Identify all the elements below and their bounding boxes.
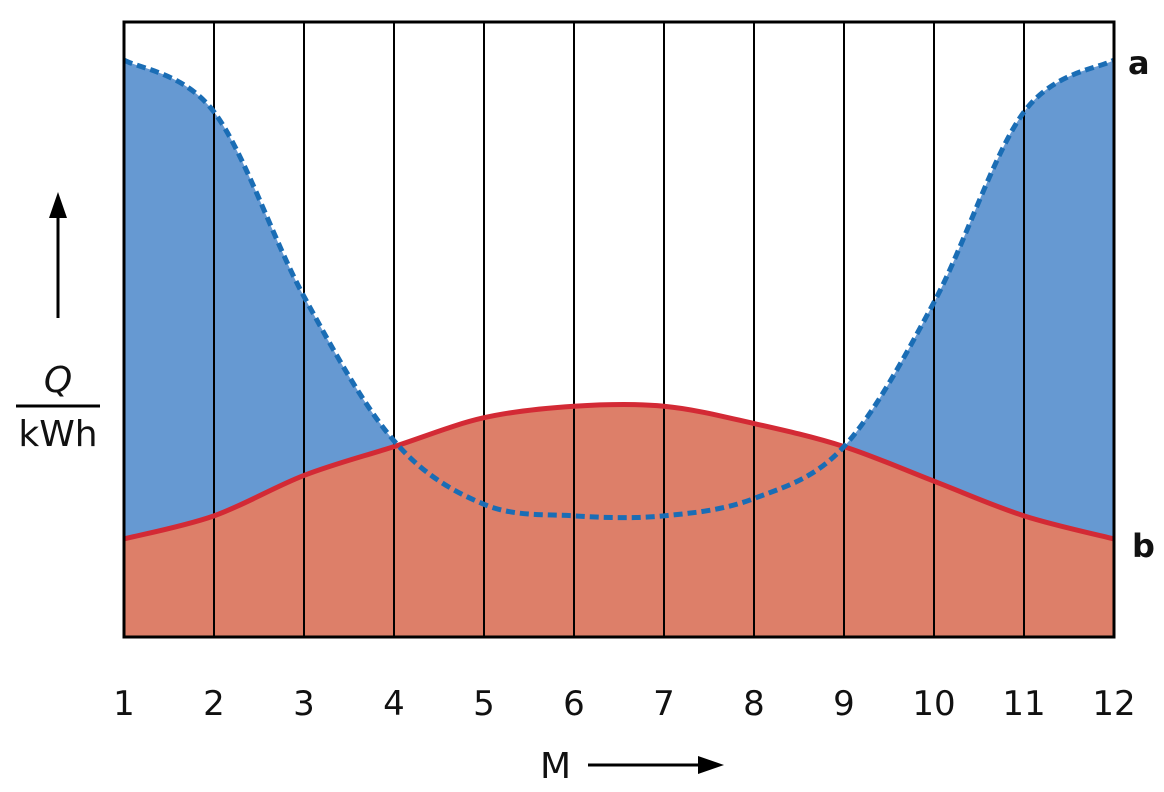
x-tick-label: 6 bbox=[563, 684, 585, 724]
x-tick-label: 8 bbox=[743, 684, 765, 724]
x-tick-label: 1 bbox=[113, 684, 135, 724]
x-axis-arrow bbox=[588, 756, 724, 774]
x-tick-label: 7 bbox=[653, 684, 675, 724]
x-tick-label: 2 bbox=[203, 684, 225, 724]
gridlines bbox=[123, 22, 1115, 637]
area-fills bbox=[124, 60, 1114, 637]
series-b-line bbox=[123, 401, 1115, 542]
y-axis-arrow bbox=[49, 192, 67, 318]
x-tick-label: 11 bbox=[1002, 684, 1045, 724]
plot-frame bbox=[122, 20, 1116, 639]
x-axis-label: M bbox=[540, 746, 571, 787]
y-axis-label-denominator: kWh bbox=[18, 414, 97, 455]
x-tick-label: 5 bbox=[473, 684, 495, 724]
series-lines bbox=[122, 57, 1116, 542]
series-b-label: b bbox=[1132, 527, 1155, 565]
x-tick-labels: 1 2 3 4 5 6 7 8 9 10 11 12 bbox=[113, 684, 1135, 724]
y-axis-label-numerator: Q bbox=[44, 360, 72, 401]
series-a-line bbox=[122, 57, 1116, 521]
x-tick-label: 9 bbox=[833, 684, 855, 724]
series-a-label: a bbox=[1128, 44, 1150, 82]
x-tick-label: 12 bbox=[1092, 684, 1135, 724]
series-b-area bbox=[124, 404, 1114, 637]
x-tick-label: 10 bbox=[912, 684, 955, 724]
series-labels: ab bbox=[1128, 44, 1155, 565]
x-tick-label: 3 bbox=[293, 684, 315, 724]
x-tick-label: 4 bbox=[383, 684, 405, 724]
